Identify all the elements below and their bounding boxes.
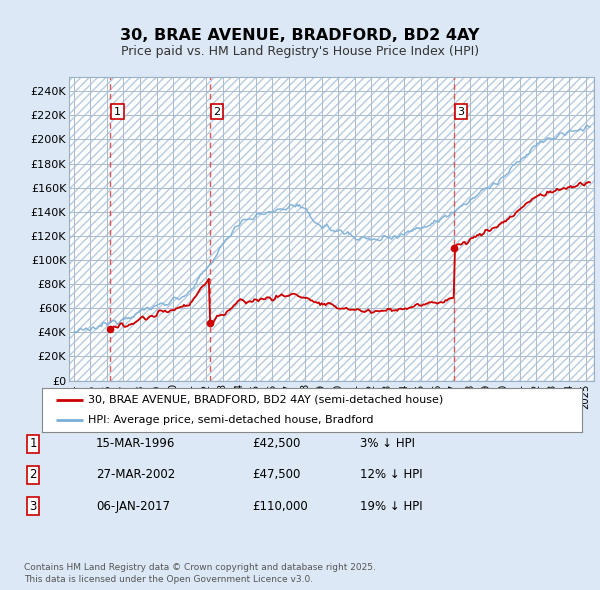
Text: HPI: Average price, semi-detached house, Bradford: HPI: Average price, semi-detached house,… (88, 415, 373, 425)
Text: 12% ↓ HPI: 12% ↓ HPI (360, 468, 422, 481)
Text: 19% ↓ HPI: 19% ↓ HPI (360, 500, 422, 513)
Text: Price paid vs. HM Land Registry's House Price Index (HPI): Price paid vs. HM Land Registry's House … (121, 45, 479, 58)
Text: 15-MAR-1996: 15-MAR-1996 (96, 437, 175, 450)
Text: 3% ↓ HPI: 3% ↓ HPI (360, 437, 415, 450)
Text: 1: 1 (29, 437, 37, 450)
Text: 2: 2 (29, 468, 37, 481)
Text: 3: 3 (457, 107, 464, 117)
Text: £42,500: £42,500 (252, 437, 301, 450)
Text: 1: 1 (114, 107, 121, 117)
Text: 30, BRAE AVENUE, BRADFORD, BD2 4AY (semi-detached house): 30, BRAE AVENUE, BRADFORD, BD2 4AY (semi… (88, 395, 443, 405)
Text: 27-MAR-2002: 27-MAR-2002 (96, 468, 175, 481)
Text: 2: 2 (213, 107, 220, 117)
Text: 30, BRAE AVENUE, BRADFORD, BD2 4AY: 30, BRAE AVENUE, BRADFORD, BD2 4AY (121, 28, 479, 43)
Text: 06-JAN-2017: 06-JAN-2017 (96, 500, 170, 513)
Text: £110,000: £110,000 (252, 500, 308, 513)
Text: Contains HM Land Registry data © Crown copyright and database right 2025.
This d: Contains HM Land Registry data © Crown c… (24, 563, 376, 584)
Text: £47,500: £47,500 (252, 468, 301, 481)
Text: 3: 3 (29, 500, 37, 513)
